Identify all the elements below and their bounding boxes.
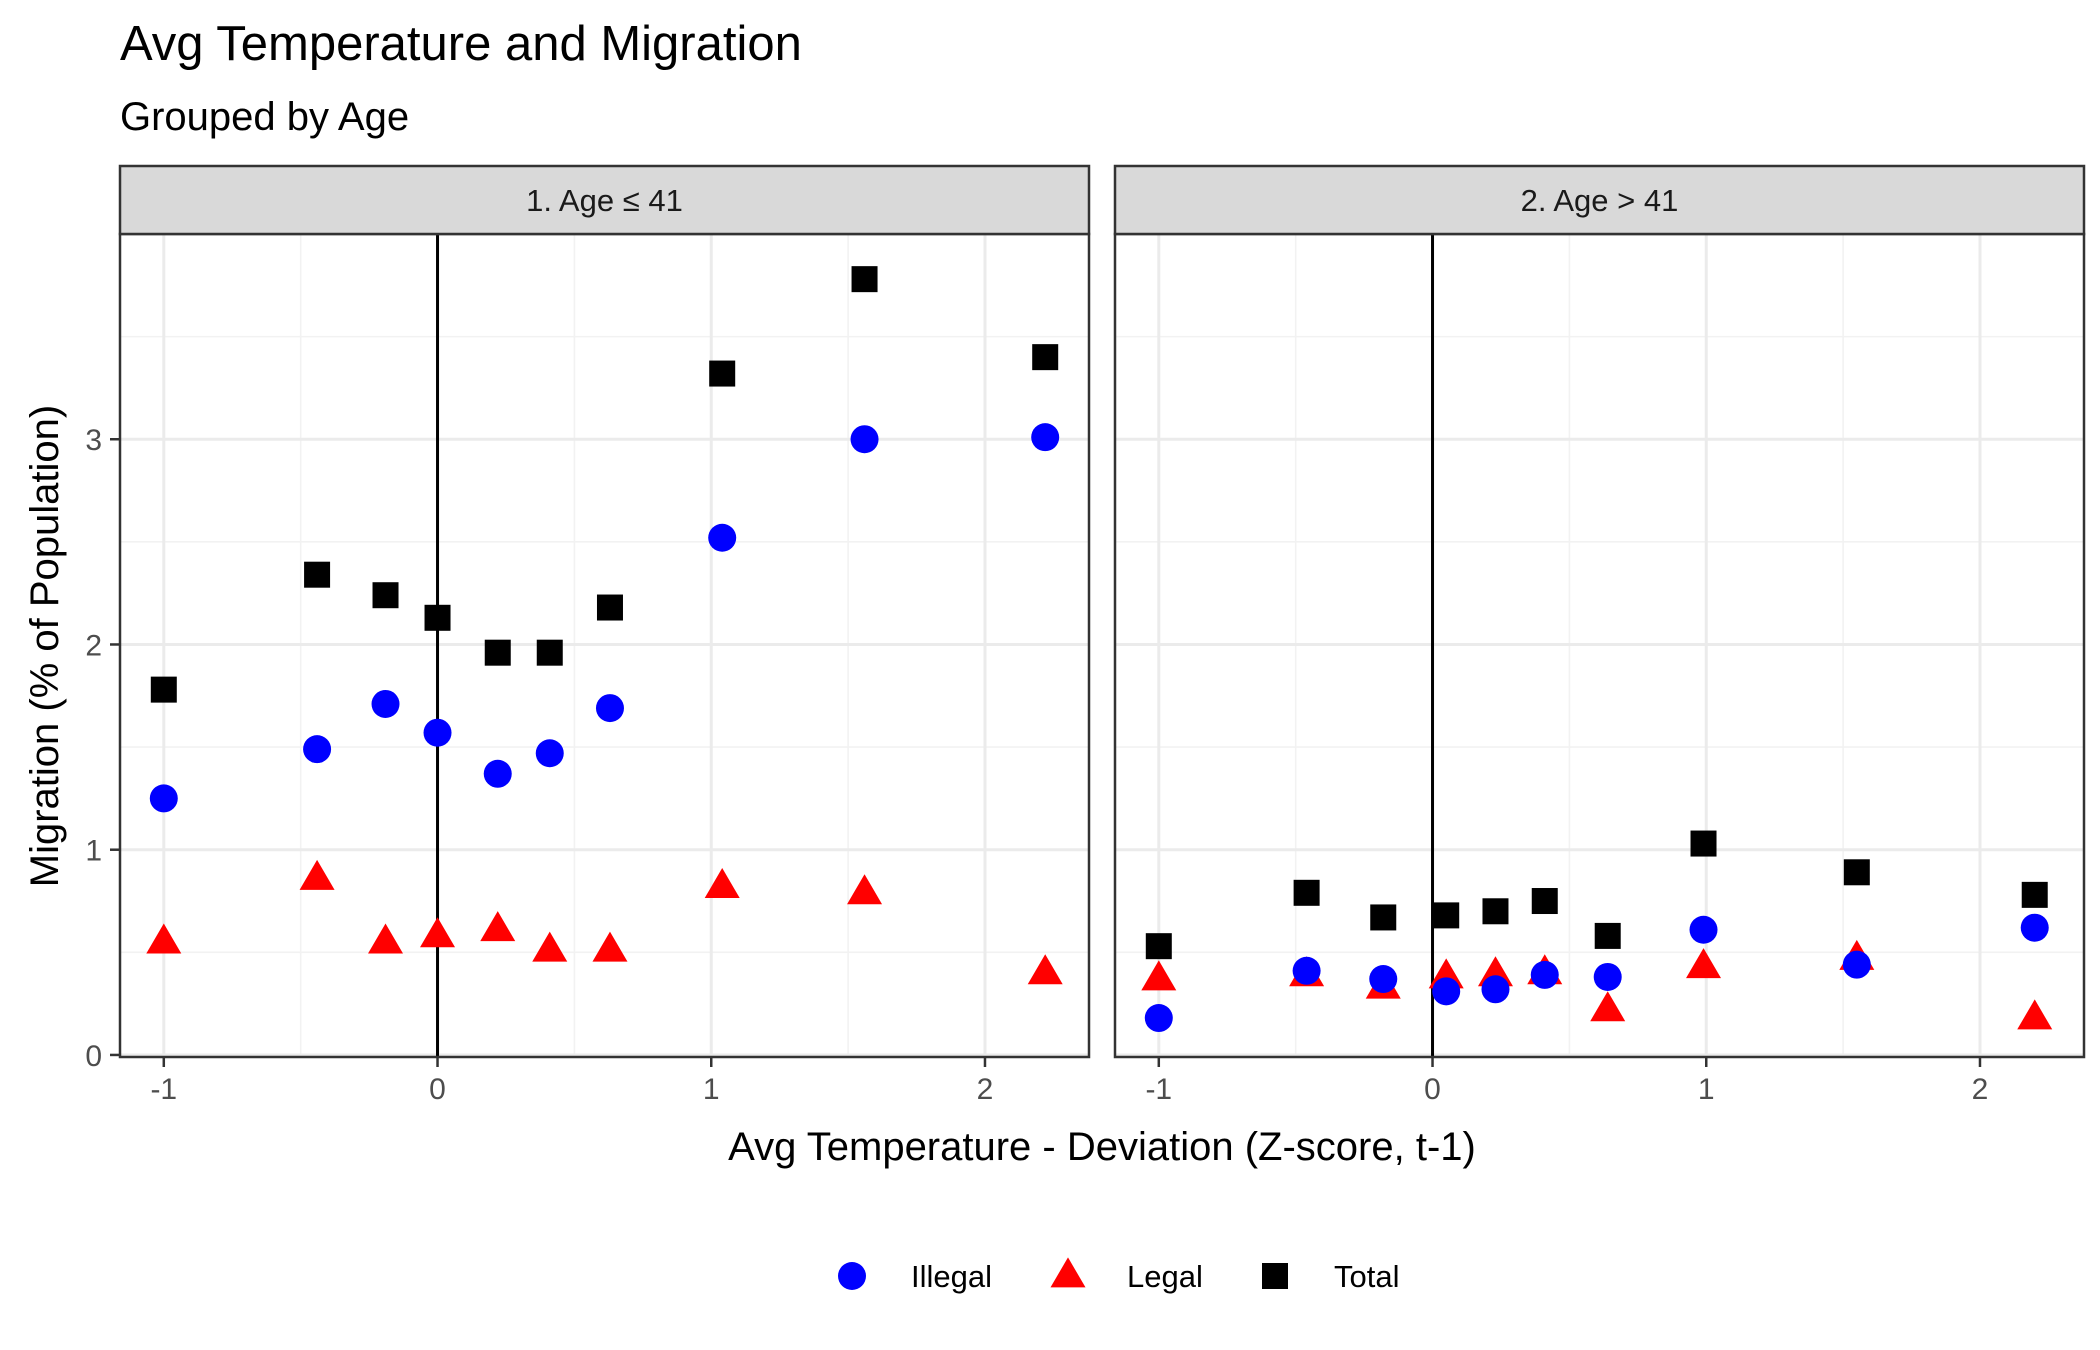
point-legal — [1027, 954, 1063, 985]
y-tick-label: 0 — [85, 1040, 102, 1073]
point-total — [304, 561, 331, 588]
point-illegal — [423, 718, 452, 747]
legend-item-illegal: Illegal — [838, 1259, 992, 1294]
legend-key-illegal — [838, 1262, 866, 1290]
y-tick-label: 2 — [85, 629, 102, 662]
point-total — [851, 266, 878, 293]
point-legal — [847, 874, 883, 905]
y-axis-title: Migration (% of Population) — [23, 405, 67, 887]
legend-label: Illegal — [911, 1259, 992, 1294]
panels: 1. Age ≤ 41 -1 0 1 2 0 1 2 3 2. Age > 41 -1 0 1 2 — [85, 164, 2086, 1106]
x-tick-label: 2 — [977, 1073, 994, 1106]
point-illegal — [1481, 975, 1510, 1004]
legend-item-legal: Legal — [1050, 1257, 1203, 1294]
point-legal — [1590, 991, 1626, 1022]
chart-title: Avg Temperature and Migration — [120, 17, 802, 71]
facet-strip — [118, 164, 1091, 236]
facet-strip — [1113, 164, 2086, 236]
point-illegal — [1842, 950, 1871, 979]
point-total — [1433, 902, 1460, 929]
point-illegal — [708, 523, 737, 552]
legend-label: Legal — [1127, 1259, 1203, 1294]
point-illegal — [303, 735, 332, 764]
point-illegal — [1689, 915, 1718, 944]
point-illegal — [850, 425, 879, 454]
x-tick-label: -1 — [1145, 1073, 1172, 1106]
point-illegal — [1292, 956, 1321, 985]
point-illegal — [1369, 965, 1398, 994]
point-total — [1531, 888, 1558, 915]
point-illegal — [1031, 423, 1060, 452]
point-illegal — [1144, 1004, 1173, 1033]
y-tick-label: 1 — [85, 835, 102, 868]
point-total — [372, 582, 399, 609]
point-illegal — [1432, 977, 1461, 1006]
point-legal — [1141, 960, 1177, 991]
point-total — [709, 360, 736, 387]
x-tick-label: 1 — [703, 1073, 720, 1106]
point-legal — [532, 931, 568, 962]
legend-key-legal — [1050, 1257, 1086, 1288]
point-illegal — [1593, 962, 1622, 991]
point-total — [596, 594, 623, 621]
point-legal — [299, 859, 335, 890]
point-total — [1370, 904, 1397, 931]
point-legal — [146, 923, 182, 954]
point-total — [150, 676, 177, 703]
point-total — [1482, 898, 1509, 925]
point-illegal — [483, 759, 512, 788]
x-tick-label: 2 — [1972, 1073, 1989, 1106]
facet-strip-label: 1. Age ≤ 41 — [526, 183, 683, 218]
point-total — [536, 639, 563, 666]
point-legal — [592, 931, 628, 962]
legend-label: Total — [1334, 1259, 1399, 1294]
legend-key-total — [1262, 1263, 1288, 1289]
point-illegal — [149, 784, 178, 813]
point-total — [1032, 344, 1059, 371]
point-illegal — [2020, 913, 2049, 942]
point-illegal — [535, 739, 564, 768]
panel-2: 2. Age > 41 -1 0 1 2 — [1113, 164, 2086, 1106]
point-total — [424, 604, 451, 631]
point-legal — [480, 911, 516, 942]
point-illegal — [371, 689, 400, 718]
x-tick-label: -1 — [150, 1073, 177, 1106]
point-legal — [704, 868, 740, 899]
x-tick-label: 0 — [1424, 1073, 1441, 1106]
point-legal — [368, 923, 404, 954]
point-total — [2021, 881, 2048, 908]
point-illegal — [1530, 960, 1559, 989]
x-tick-label: 1 — [1698, 1073, 1715, 1106]
facet-strip-label: 2. Age > 41 — [1521, 183, 1679, 218]
point-legal — [420, 917, 456, 948]
x-tick-label: 0 — [429, 1073, 446, 1106]
point-legal — [2017, 999, 2053, 1030]
point-illegal — [595, 694, 624, 723]
panel-1: 1. Age ≤ 41 -1 0 1 2 0 1 2 3 — [85, 164, 1091, 1106]
point-total — [1690, 830, 1717, 857]
point-total — [1293, 879, 1320, 906]
legend-item-total: Total — [1262, 1259, 1399, 1294]
point-total — [1145, 933, 1172, 960]
point-total — [1594, 922, 1621, 949]
x-axis-title: Avg Temperature - Deviation (Z-score, t-… — [728, 1125, 1476, 1169]
legend: Illegal Legal Total — [838, 1257, 1399, 1294]
point-total — [484, 639, 511, 666]
point-total — [1843, 859, 1870, 886]
y-tick-label: 3 — [85, 424, 102, 457]
chart-subtitle: Grouped by Age — [120, 95, 409, 139]
point-legal — [1686, 948, 1722, 979]
